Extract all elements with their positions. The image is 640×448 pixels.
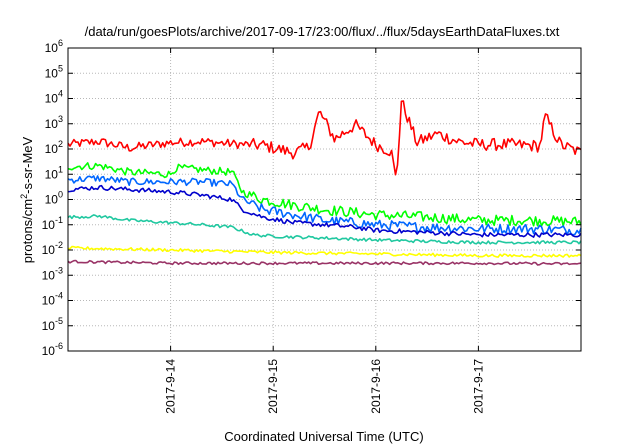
chart-title: /data/run/goesPlots/archive/2017-09-17/2… <box>85 24 560 39</box>
y-tick-label: 101 <box>45 164 63 181</box>
y-tick-label: 103 <box>45 114 63 131</box>
x-axis-label: Coordinated Universal Time (UTC) <box>224 429 423 444</box>
y-tick-label: 104 <box>45 89 63 106</box>
plot-frame <box>67 47 582 352</box>
y-tick-label: 10-1 <box>42 215 63 232</box>
y-tick-label: 10-2 <box>42 240 63 257</box>
y-tick-label: 10-3 <box>42 265 63 282</box>
y-tick-label: 105 <box>45 63 63 80</box>
series-line <box>67 259 582 266</box>
plot-area <box>67 47 582 352</box>
series-line <box>67 214 582 245</box>
x-tick-label: 2017-9-14 <box>164 359 178 414</box>
series-line <box>67 175 582 236</box>
x-tick-label: 2017-9-17 <box>471 359 485 414</box>
series-line <box>67 184 582 238</box>
series-line <box>67 162 582 227</box>
series-line <box>67 245 582 258</box>
y-gridlines <box>68 72 581 327</box>
y-tick-label: 10-5 <box>42 316 63 333</box>
y-axis: 10-6 10-5 10-4 10-3 10-2 10-1 100 101 102 103 104 1… <box>42 38 581 358</box>
x-tick-label: 2017-9-15 <box>266 359 280 414</box>
y-tick-label: 10-4 <box>42 291 63 308</box>
x-tick-label: 2017-9-16 <box>369 359 383 414</box>
y-tick-label: 10-6 <box>42 341 63 358</box>
y-axis-label: protons/cm2-s-sr-MeV <box>19 136 35 263</box>
series-lines <box>67 100 582 266</box>
y-tick-label: 106 <box>45 38 63 55</box>
y-tick-label: 102 <box>45 139 63 156</box>
x-gridlines <box>170 48 479 351</box>
series-line <box>67 100 582 176</box>
y-tick-label: 100 <box>45 190 63 207</box>
x-axis: 2017-9-14 2017-9-15 2017-9-16 2017-9-17 <box>164 48 485 414</box>
